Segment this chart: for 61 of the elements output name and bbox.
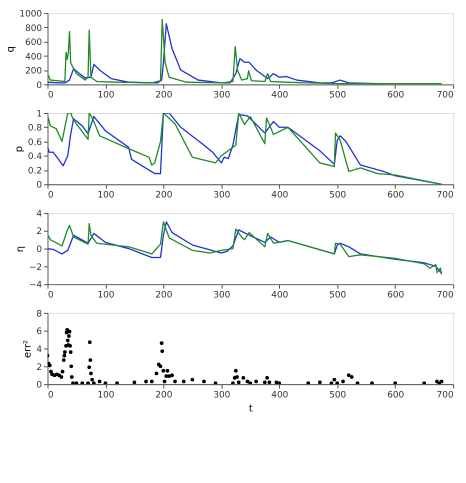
- y-tick-label: 1: [36, 109, 42, 120]
- x-tick-label: 600: [387, 390, 405, 400]
- x-tick-label: 400: [271, 390, 289, 400]
- x-tick-label: 300: [213, 290, 231, 301]
- y-tick-label: 0: [36, 380, 42, 391]
- x-tick-label: 500: [329, 90, 347, 101]
- x-tick-label: 200: [155, 190, 173, 201]
- x-tick-label: 400: [271, 190, 289, 201]
- y-tick-label: 800: [25, 24, 42, 34]
- y-axis-title: p: [14, 146, 25, 152]
- y-tick-label: 6: [36, 327, 42, 338]
- y-axis-title: q: [5, 46, 16, 52]
- x-tick-label: 300: [213, 190, 231, 201]
- y-tick-label: 4: [36, 344, 42, 355]
- x-tick-label: 700: [436, 390, 454, 400]
- x-tick-label: 200: [155, 90, 173, 101]
- x-tick-label: 0: [48, 90, 54, 101]
- y-tick-label: 0.8: [28, 124, 42, 134]
- x-tick-label: 100: [97, 90, 115, 101]
- x-tick-label: 500: [329, 190, 347, 201]
- x-tick-label: 700: [436, 90, 454, 101]
- y-tick-label: 1000: [19, 10, 42, 20]
- y-tick-label: 0.2: [28, 166, 42, 176]
- y-tick-label: 0.4: [28, 152, 42, 162]
- x-tick-label: 100: [97, 190, 115, 201]
- x-tick-label: 200: [155, 390, 173, 400]
- x-tick-label: 0: [48, 290, 54, 301]
- x-tick-label: 300: [213, 90, 231, 101]
- y-tick-label: −2: [28, 262, 42, 273]
- x-tick-label: 600: [387, 90, 405, 101]
- y-tick-label: 0: [36, 180, 42, 191]
- x-tick-label: 600: [387, 290, 405, 301]
- x-tick-label: 0: [48, 390, 54, 400]
- x-tick-label: 500: [329, 290, 347, 301]
- x-tick-label: 100: [97, 390, 115, 400]
- x-tick-label: 400: [271, 90, 289, 101]
- x-tick-label: 200: [155, 290, 173, 301]
- x-tick-label: 100: [97, 290, 115, 301]
- line-series: [47, 113, 442, 184]
- y-tick-label: 600: [25, 38, 42, 48]
- line-series: [47, 18, 442, 84]
- x-tick-label: 700: [436, 290, 454, 301]
- x-tick-label: 700: [436, 190, 454, 201]
- x-tick-label: 600: [387, 190, 405, 201]
- y-tick-label: 2: [36, 362, 42, 373]
- y-axis-title: err²: [22, 340, 34, 358]
- y-tick-label: 4: [36, 209, 42, 220]
- x-tick-label: 300: [213, 390, 231, 400]
- y-tick-label: −4: [28, 280, 42, 291]
- x-tick-label: 400: [271, 290, 289, 301]
- x-tick-label: 500: [329, 390, 347, 400]
- y-tick-label: 0: [36, 80, 42, 91]
- y-tick-label: 0: [36, 245, 42, 256]
- y-tick-label: 0.6: [28, 138, 42, 148]
- y-tick-label: 8: [36, 309, 42, 320]
- y-tick-label: 200: [25, 66, 42, 77]
- y-axis-title: η: [14, 246, 26, 252]
- x-axis-title: t: [248, 403, 253, 414]
- x-tick-label: 0: [48, 190, 54, 201]
- y-tick-label: 400: [25, 52, 42, 62]
- y-tick-label: 2: [36, 227, 42, 238]
